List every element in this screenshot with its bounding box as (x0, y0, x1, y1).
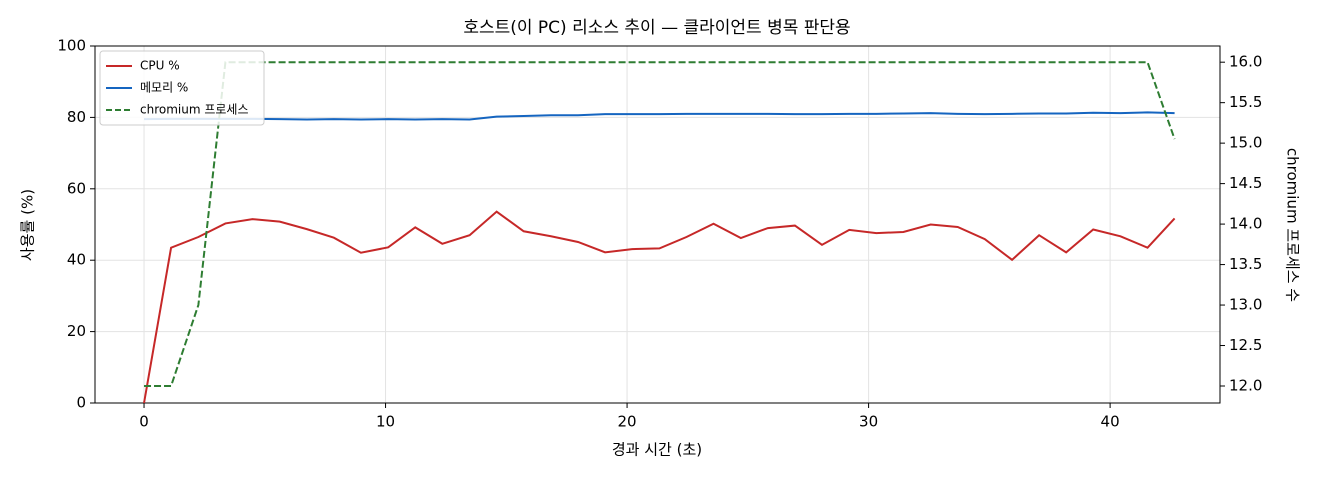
x-tick-label: 30 (859, 413, 878, 431)
plot-frame (94, 45, 1221, 404)
y2-tick-label: 12.0 (1229, 377, 1262, 395)
legend-label: 메모리 % (140, 81, 188, 95)
y-tick-label: 100 (57, 37, 86, 55)
x-tick-label: 10 (376, 413, 395, 431)
y2-tick-label: 15.0 (1229, 134, 1262, 152)
y-tick-label: 20 (67, 322, 86, 340)
x-axis-label: 경과 시간 (초) (612, 441, 702, 459)
y2-tick-label: 13.0 (1229, 296, 1262, 314)
legend-box (99, 50, 265, 126)
y2-axis-label: chromium 프로세스 수 (1284, 148, 1302, 302)
x-tick-label: 20 (618, 413, 637, 431)
y2-tick-label: 14.0 (1229, 215, 1262, 233)
chart-title: 호스트(이 PC) 리소스 추이 — 클라이언트 병목 판단용 (463, 18, 850, 38)
y-tick-label: 60 (67, 179, 86, 197)
data-line (143, 210, 1176, 404)
y2-tick-label: 13.5 (1229, 255, 1262, 273)
y2-tick-label: 12.5 (1229, 336, 1262, 354)
y-tick-label: 40 (67, 251, 86, 269)
y2-tick-label: 16.0 (1229, 53, 1262, 71)
legend-label: CPU % (140, 59, 180, 73)
y2-tick-label: 15.5 (1229, 93, 1262, 111)
y-tick-label: 80 (67, 108, 86, 126)
y2-tick-label: 14.5 (1229, 174, 1262, 192)
data-line (144, 111, 1175, 121)
y-tick-label: 0 (76, 394, 86, 412)
y-axis-label: 사용률 (%) (19, 189, 37, 261)
legend-label: chromium 프로세스 (140, 103, 249, 117)
x-tick-label: 40 (1101, 413, 1120, 431)
x-tick-label: 0 (139, 413, 149, 431)
data-line (144, 61, 1176, 387)
